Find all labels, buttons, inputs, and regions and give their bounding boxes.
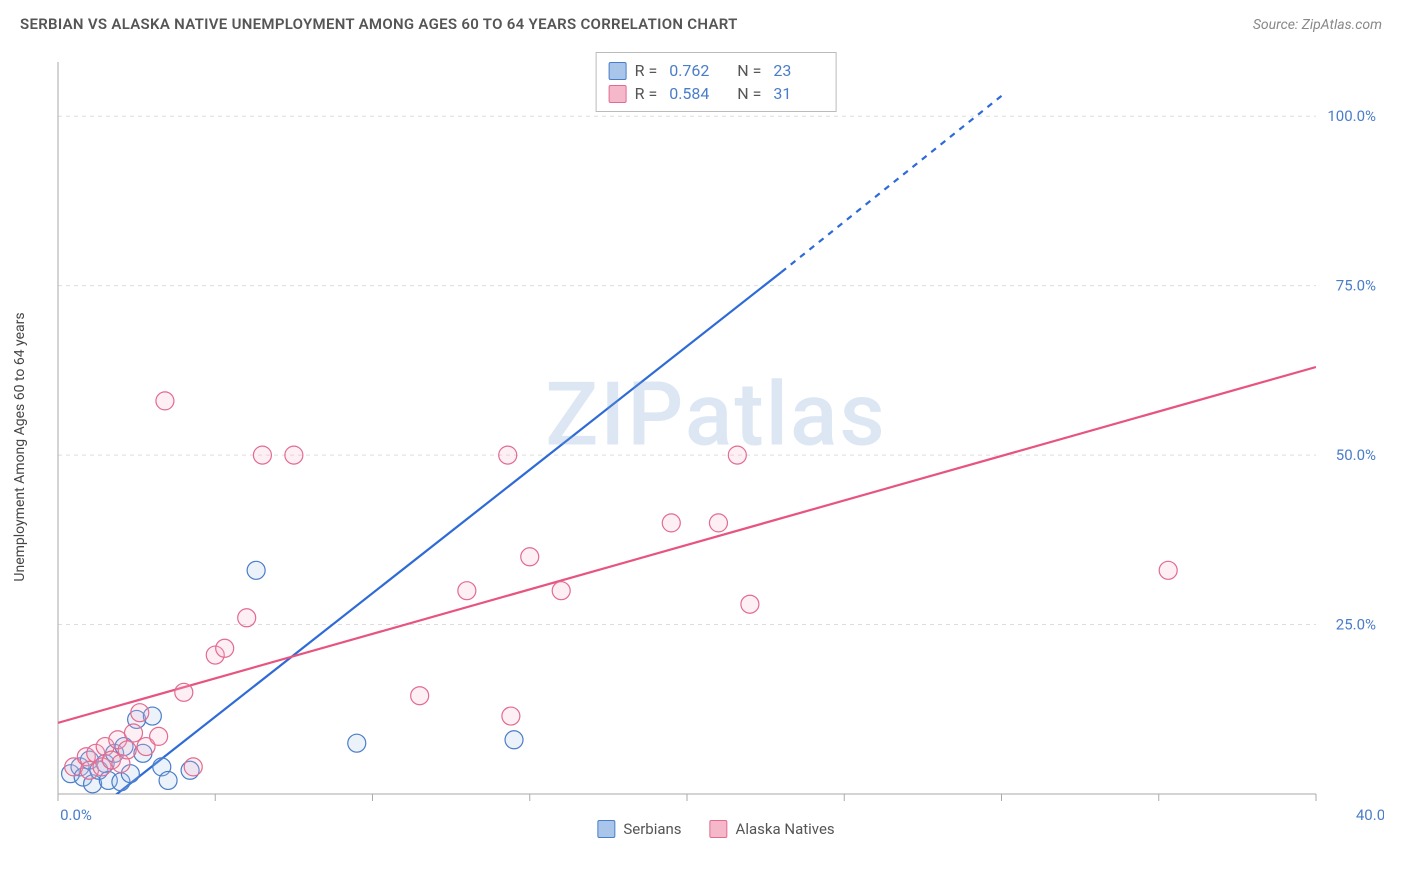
legend-n-label: N = (737, 84, 761, 103)
legend-r-label: R = (635, 61, 658, 80)
data-point (348, 734, 366, 752)
data-point (247, 561, 265, 579)
data-point (662, 514, 680, 532)
source-credit: Source: ZipAtlas.com (1253, 14, 1382, 33)
chart-area: Unemployment Among Ages 60 to 64 years 2… (48, 52, 1384, 842)
x-tick-label: 40.0% (1356, 806, 1384, 824)
stats-legend-row: R = 0.584 N = 31 (609, 82, 824, 105)
series-legend-label: Alaska Natives (736, 820, 835, 838)
trend-line (58, 367, 1316, 723)
data-point (552, 582, 570, 600)
stats-legend: R = 0.762 N = 23 R = 0.584 N = 31 (596, 52, 837, 112)
data-point (505, 731, 523, 749)
legend-swatch (597, 820, 615, 838)
data-point (175, 683, 193, 701)
data-point (253, 446, 271, 464)
legend-swatch (609, 62, 627, 80)
data-point (159, 771, 177, 789)
x-tick-label: 0.0% (60, 806, 92, 824)
legend-r-label: R = (635, 84, 658, 103)
source-name: ZipAtlas.com (1302, 17, 1382, 33)
data-point (521, 548, 539, 566)
stats-legend-row: R = 0.762 N = 23 (609, 59, 824, 82)
source-prefix: Source: (1253, 17, 1302, 33)
data-point (741, 595, 759, 613)
series-legend-item: Serbians (597, 820, 681, 838)
scatter-plot: 25.0% 50.0% 75.0% 100.0% 0.0% 40.0% (48, 52, 1384, 842)
data-point (709, 514, 727, 532)
data-point (118, 741, 136, 759)
y-tick-label: 25.0% (1336, 616, 1376, 634)
trend-line-extrapolated (781, 96, 1001, 272)
data-point (131, 704, 149, 722)
data-point (411, 687, 429, 705)
trend-line (74, 272, 782, 828)
series-legend-label: Serbians (623, 820, 681, 838)
data-point (238, 609, 256, 627)
data-point (728, 446, 746, 464)
data-point (156, 392, 174, 410)
legend-n-value: 31 (773, 84, 823, 103)
legend-r-value: 0.762 (669, 61, 719, 80)
data-point (285, 446, 303, 464)
legend-n-value: 23 (773, 61, 823, 80)
data-point (1159, 561, 1177, 579)
series-legend-item: Alaska Natives (710, 820, 835, 838)
data-point (502, 707, 520, 725)
data-point (150, 727, 168, 745)
legend-swatch (609, 85, 627, 103)
data-point (184, 758, 202, 776)
data-point (216, 639, 234, 657)
chart-title: SERBIAN VS ALASKA NATIVE UNEMPLOYMENT AM… (20, 15, 738, 33)
data-point (458, 582, 476, 600)
legend-n-label: N = (737, 61, 761, 80)
legend-r-value: 0.584 (669, 84, 719, 103)
y-tick-label: 50.0% (1336, 446, 1376, 464)
series-legend: Serbians Alaska Natives (597, 820, 834, 838)
y-tick-label: 75.0% (1336, 277, 1376, 295)
data-point (499, 446, 517, 464)
y-tick-label: 100.0% (1327, 107, 1376, 125)
legend-swatch (710, 820, 728, 838)
y-axis-label: Unemployment Among Ages 60 to 64 years (12, 312, 28, 581)
